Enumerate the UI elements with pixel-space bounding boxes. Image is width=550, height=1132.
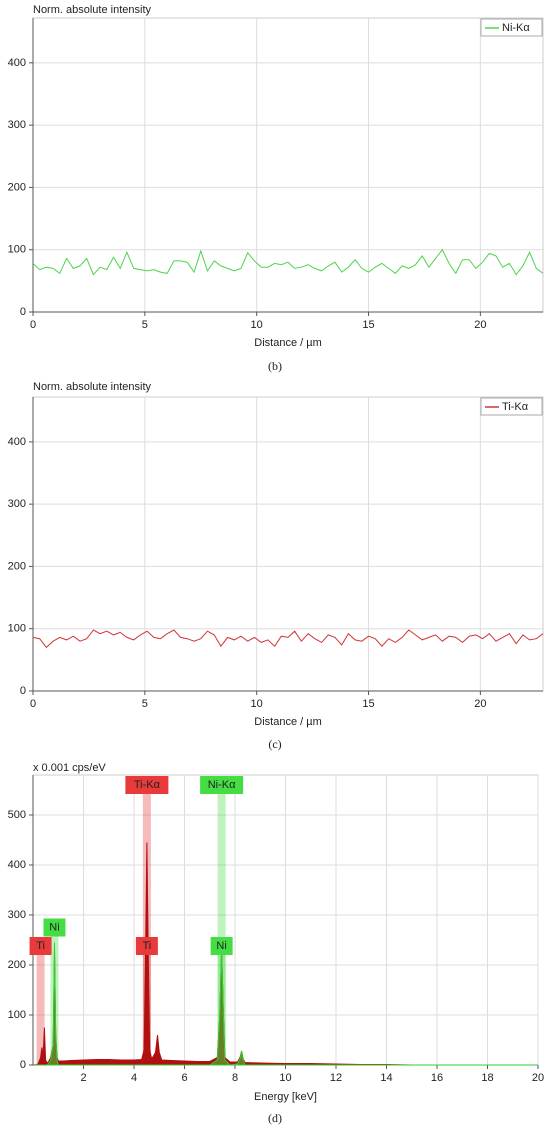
caption: (c) bbox=[268, 737, 281, 751]
x-tick-label: 6 bbox=[181, 1072, 187, 1084]
legend-label: Ti-Kα bbox=[502, 401, 529, 413]
line-series bbox=[32, 629, 544, 649]
x-tick-label: 15 bbox=[362, 698, 374, 710]
y-tick-label: 100 bbox=[8, 244, 26, 256]
area-series bbox=[35, 942, 538, 1066]
annotation-box bbox=[200, 776, 244, 794]
x-tick-label: 0 bbox=[30, 698, 36, 710]
x-tick-label: 14 bbox=[380, 1072, 392, 1084]
x-tick-label: 8 bbox=[232, 1072, 238, 1084]
x-tick-label: 15 bbox=[362, 319, 374, 331]
x-tick-label: 12 bbox=[330, 1072, 342, 1084]
y-tick-label: 200 bbox=[8, 560, 26, 572]
x-tick-label: 20 bbox=[474, 319, 486, 331]
y-axis-label: Norm. absolute intensity bbox=[33, 4, 151, 16]
line-series bbox=[32, 248, 544, 276]
y-tick-label: 300 bbox=[8, 909, 26, 921]
y-tick-label: 400 bbox=[8, 436, 26, 448]
x-tick-label: 0 bbox=[30, 319, 36, 331]
x-tick-label: 2 bbox=[80, 1072, 86, 1084]
x-axis-label: Distance / µm bbox=[254, 716, 321, 728]
caption: (d) bbox=[268, 1111, 282, 1125]
annotation: Ni bbox=[216, 940, 226, 952]
plot-area bbox=[32, 396, 544, 692]
y-tick-label: 0 bbox=[20, 306, 26, 318]
x-tick-label: 18 bbox=[481, 1072, 493, 1084]
legend bbox=[480, 397, 543, 416]
x-tick-label: 16 bbox=[431, 1072, 443, 1084]
x-tick-label: 10 bbox=[279, 1072, 291, 1084]
annotation-box bbox=[135, 937, 158, 955]
legend-label: Ni-Kα bbox=[502, 22, 530, 34]
x-tick-label: 20 bbox=[474, 698, 486, 710]
legend bbox=[480, 18, 543, 37]
annotation-band bbox=[217, 785, 226, 1065]
x-tick-label: 5 bbox=[142, 698, 148, 710]
annotation-box bbox=[125, 776, 169, 794]
y-tick-label: 200 bbox=[8, 181, 26, 193]
x-tick-label: 20 bbox=[532, 1072, 544, 1084]
x-tick-label: 10 bbox=[251, 319, 263, 331]
plot-area bbox=[32, 17, 544, 313]
annotation-box bbox=[210, 937, 233, 955]
x-tick-label: 10 bbox=[251, 698, 263, 710]
y-tick-label: 0 bbox=[20, 685, 26, 697]
x-tick-label: 4 bbox=[131, 1072, 137, 1084]
annotation-box bbox=[43, 918, 66, 937]
x-tick-label: 5 bbox=[142, 319, 148, 331]
annotation: Ni-Kα bbox=[208, 779, 236, 791]
caption: (b) bbox=[268, 359, 282, 373]
y-tick-label: 100 bbox=[8, 623, 26, 635]
y-tick-label: 0 bbox=[20, 1059, 26, 1071]
y-tick-label: 100 bbox=[8, 1009, 26, 1021]
annotation-box bbox=[29, 937, 52, 955]
y-tick-label: 200 bbox=[8, 959, 26, 971]
annotation: Ni bbox=[49, 921, 59, 933]
annotation: Ti-Kα bbox=[134, 779, 161, 791]
x-axis-label: Energy [keV] bbox=[254, 1091, 317, 1103]
y-tick-label: 300 bbox=[8, 498, 26, 510]
y-tick-label: 400 bbox=[8, 57, 26, 69]
y-axis-label: Norm. absolute intensity bbox=[33, 381, 151, 393]
annotation-band bbox=[36, 946, 45, 1065]
y-tick-label: 500 bbox=[8, 809, 26, 821]
x-axis-label: Distance / µm bbox=[254, 337, 321, 349]
y-axis-label: x 0.001 cps/eV bbox=[33, 762, 106, 774]
annotation: Ti bbox=[142, 940, 151, 952]
annotation: Ti bbox=[36, 940, 45, 952]
y-tick-label: 400 bbox=[8, 859, 26, 871]
y-tick-label: 300 bbox=[8, 119, 26, 131]
